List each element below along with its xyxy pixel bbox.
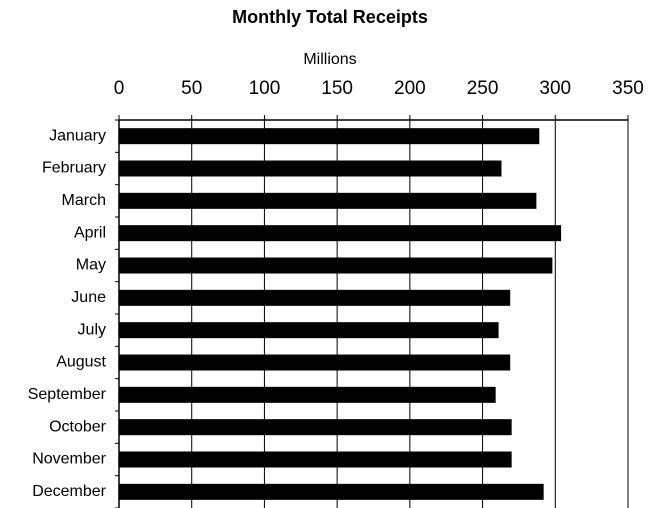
x-tick-label: 300 xyxy=(539,78,571,99)
y-tick-label: March xyxy=(62,192,106,209)
bar xyxy=(119,289,511,306)
bar xyxy=(119,419,512,436)
y-tick-label: July xyxy=(78,321,106,338)
x-axis-label: Millions xyxy=(303,51,356,68)
bar xyxy=(119,354,511,371)
x-tick-label: 100 xyxy=(249,78,281,99)
chart-title: Monthly Total Receipts xyxy=(232,7,428,27)
y-tick-label: August xyxy=(56,354,106,371)
x-tick-label: 50 xyxy=(181,78,202,99)
x-tick-label: 250 xyxy=(467,78,499,99)
bar xyxy=(119,160,502,177)
y-tick-label: May xyxy=(76,257,106,274)
y-tick-label: June xyxy=(71,289,106,306)
y-tick-label: December xyxy=(32,483,106,500)
x-tick-label: 0 xyxy=(114,78,125,99)
bar xyxy=(119,257,553,274)
x-tick-label: 150 xyxy=(321,78,353,99)
y-tick-label: January xyxy=(49,127,106,144)
x-tick-label: 350 xyxy=(612,78,644,99)
y-tick-label: February xyxy=(42,160,106,177)
x-tick-label: 200 xyxy=(394,78,426,99)
bar xyxy=(119,192,537,209)
bar xyxy=(119,128,540,145)
y-tick-label: September xyxy=(28,386,107,403)
y-tick-label: November xyxy=(32,451,106,468)
bar xyxy=(119,451,512,468)
bar xyxy=(119,225,562,242)
bar xyxy=(119,483,544,500)
bar xyxy=(119,322,499,339)
y-tick-label: April xyxy=(74,224,106,241)
y-tick-label: October xyxy=(49,418,107,435)
bar xyxy=(119,386,496,403)
